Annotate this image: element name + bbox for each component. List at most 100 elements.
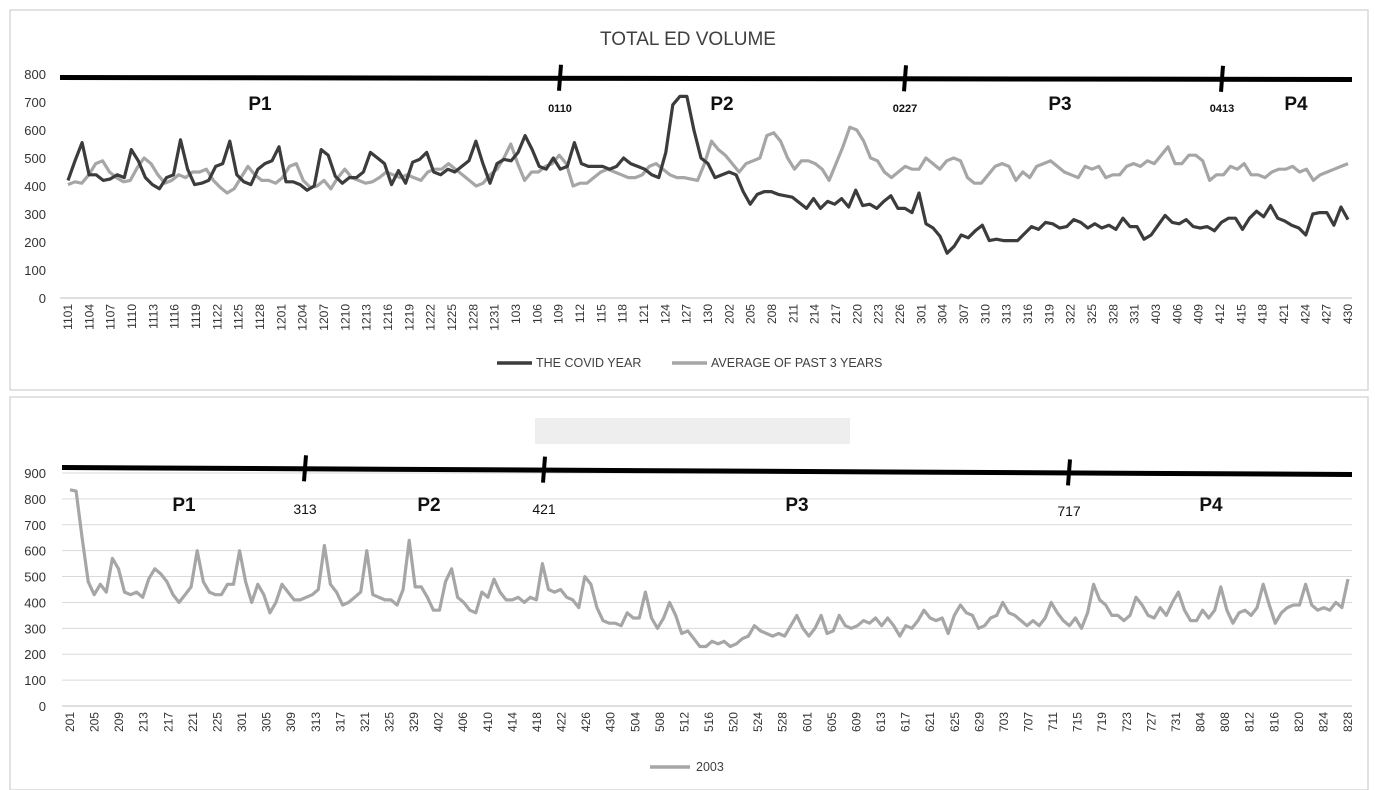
y-tick-label: 800 (24, 67, 46, 82)
top-chart-panel (9, 9, 1369, 391)
series-line-0 (66, 94, 1350, 255)
x-tick-label: 621 (923, 712, 937, 732)
x-tick-label: 115 (594, 304, 608, 323)
x-tick-label: 402 (432, 712, 446, 732)
x-tick-label: 106 (530, 304, 544, 324)
x-tick-label: 316 (1021, 304, 1035, 324)
divider-label: 421 (532, 501, 556, 517)
y-tick-label: 400 (24, 595, 46, 610)
x-tick-label: 317 (333, 712, 347, 732)
x-tick-label: 201 (63, 712, 77, 732)
x-tick-label: 410 (481, 712, 495, 732)
x-tick-label: 301 (235, 712, 249, 732)
x-tick-label: 1113 (146, 304, 160, 329)
top-chart-title: TOTAL ED VOLUME (600, 29, 776, 50)
legend-label: THE COVID YEAR (536, 356, 641, 370)
x-tick-label: 127 (680, 304, 694, 324)
legend-label: 2003 (696, 760, 724, 774)
y-tick-label: 600 (24, 544, 46, 559)
x-tick-label: 1107 (104, 304, 118, 330)
divider-label: 0413 (1210, 103, 1234, 115)
x-tick-label: 205 (88, 712, 102, 732)
x-tick-label: 1116 (168, 304, 182, 329)
x-tick-label: 524 (751, 712, 765, 732)
x-tick-label: 1204 (296, 304, 310, 331)
x-tick-label: 613 (874, 712, 888, 732)
x-tick-label: 112 (573, 304, 587, 323)
period-label: P2 (710, 94, 733, 115)
x-tick-label: 214 (808, 304, 822, 324)
x-tick-label: 1101 (61, 304, 75, 330)
period-timeline-bar (60, 75, 1352, 82)
x-tick-label: 731 (1169, 712, 1183, 732)
period-divider (902, 65, 908, 92)
x-tick-label: 1128 (253, 304, 267, 330)
top-chart-plot: 0 100 200 300 400 500 600 700 800 1101 1104 1107 111… (24, 64, 1355, 370)
x-tick-label: 601 (800, 712, 814, 732)
x-tick-label: 220 (850, 304, 864, 324)
x-tick-label: 221 (186, 712, 200, 732)
divider-label: 0110 (548, 103, 572, 115)
x-tick-label: 430 (1341, 304, 1355, 324)
x-tick-label: 1207 (317, 304, 331, 331)
y-tick-label: 300 (24, 207, 46, 222)
y-tick-label: 800 (24, 492, 46, 507)
x-tick-label: 727 (1144, 712, 1158, 732)
period-label: P3 (785, 495, 808, 516)
x-tick-label: 406 (456, 712, 470, 732)
x-tick-label: 121 (637, 304, 651, 324)
x-tick-label: 304 (936, 304, 950, 324)
period-divider (557, 64, 563, 91)
x-tick-label: 226 (893, 304, 907, 324)
x-tick-label: 305 (260, 712, 274, 732)
period-divider (1219, 65, 1225, 92)
y-tick-label: 500 (24, 151, 46, 166)
period-timeline-bar (62, 465, 1352, 477)
x-tick-label: 124 (658, 304, 672, 324)
x-tick-label: 329 (407, 712, 421, 732)
x-tick-label: 1104 (82, 304, 96, 330)
divider-label: 717 (1057, 503, 1081, 519)
x-tick-label: 211 (786, 304, 800, 323)
y-tick-label: 200 (24, 235, 46, 250)
x-tick-label: 209 (112, 712, 126, 732)
x-tick-label: 409 (1192, 304, 1206, 324)
x-tick-label: 424 (1298, 304, 1312, 324)
x-tick-label: 430 (604, 712, 618, 732)
x-tick-label: 1201 (274, 304, 288, 331)
x-tick-label: 812 (1243, 712, 1257, 732)
x-tick-label: 1216 (381, 304, 395, 331)
x-tick-label: 605 (825, 712, 839, 732)
x-tick-label: 322 (1064, 304, 1078, 324)
redacted-title-block (535, 418, 850, 444)
x-tick-label: 310 (978, 304, 992, 324)
x-tick-label: 313 (1000, 304, 1014, 324)
x-tick-label: 1231 (488, 304, 502, 331)
x-tick-label: 118 (616, 304, 630, 323)
x-tick-label: 403 (1149, 304, 1163, 324)
x-tick-label: 715 (1071, 712, 1085, 732)
x-tick-label: 824 (1316, 712, 1330, 732)
legend-label: AVERAGE OF PAST 3 YEARS (711, 356, 882, 370)
bottom-chart-panel (9, 396, 1369, 790)
x-tick-label: 328 (1106, 304, 1120, 324)
period-label: P4 (1199, 495, 1223, 516)
series-line-0 (69, 488, 1350, 649)
y-tick-label: 500 (24, 570, 46, 585)
x-tick-label: 418 (1256, 304, 1270, 324)
y-tick-label: 100 (24, 673, 46, 688)
series-line-1 (67, 125, 1349, 195)
x-tick-label: 617 (899, 712, 913, 732)
x-tick-label: 301 (914, 304, 928, 324)
y-tick-label: 300 (24, 621, 46, 636)
x-tick-label: 1119 (189, 304, 203, 329)
x-tick-label: 828 (1341, 712, 1355, 732)
x-tick-label: 217 (829, 304, 843, 324)
x-tick-label: 516 (702, 712, 716, 732)
period-label: P3 (1048, 94, 1071, 115)
y-tick-label: 700 (24, 518, 46, 533)
x-tick-label: 1225 (445, 304, 459, 331)
x-tick-label: 109 (552, 304, 566, 324)
x-tick-label: 508 (653, 712, 667, 732)
